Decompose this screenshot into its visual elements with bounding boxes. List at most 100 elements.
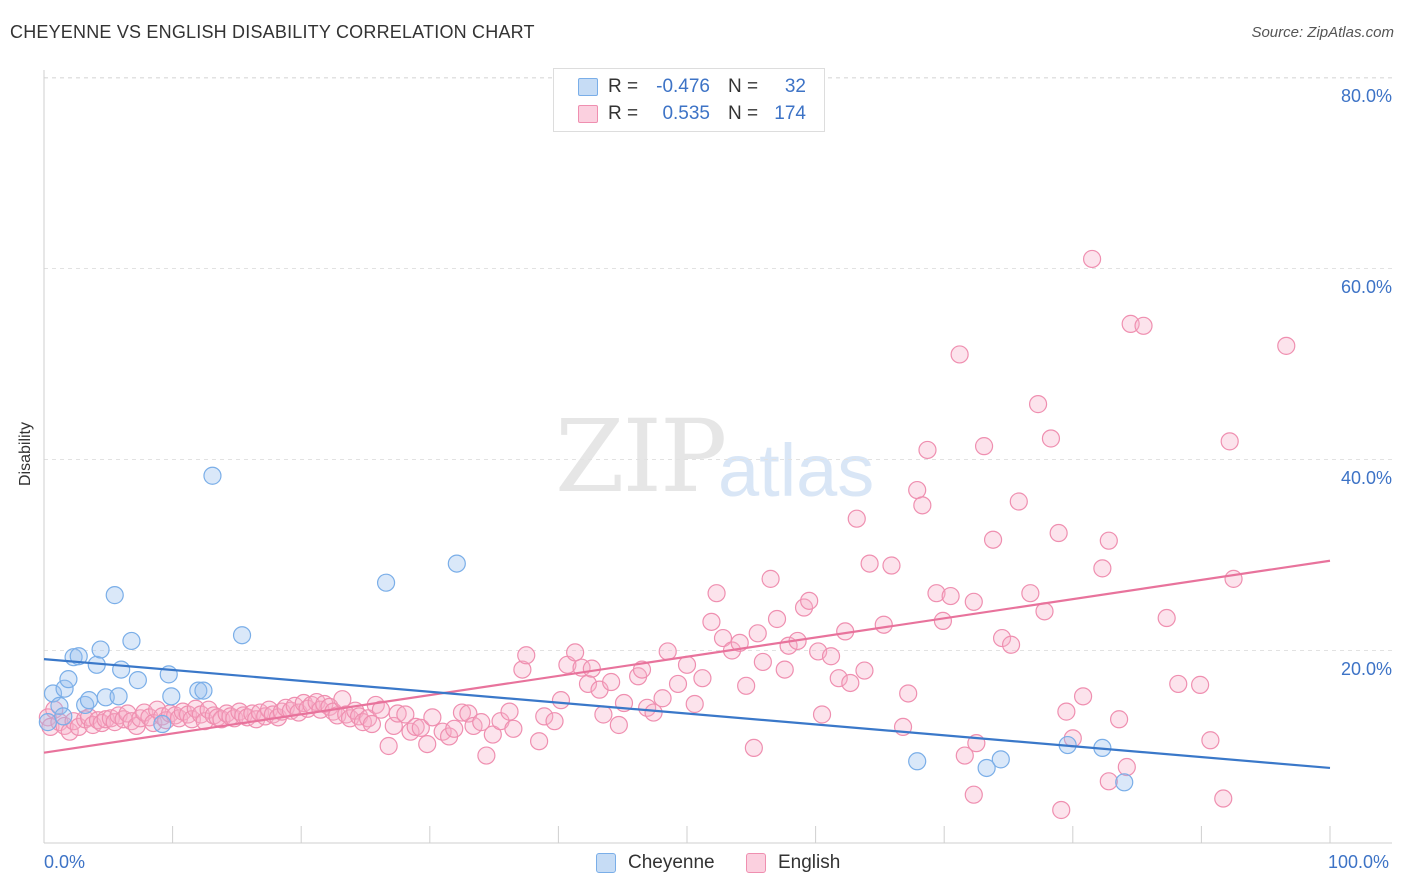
english-point (483, 725, 502, 744)
english-point (950, 345, 969, 364)
r-value: 0.535 (662, 103, 710, 124)
english-point (513, 660, 532, 679)
english-point (653, 689, 672, 708)
english-point (388, 704, 407, 723)
english-point (744, 738, 763, 758)
english-point (800, 591, 819, 610)
english-point (504, 719, 523, 738)
r-label: R = (608, 103, 639, 124)
english-trend-line (43, 559, 1331, 754)
cheyenne-point (96, 688, 115, 707)
english-point (855, 661, 874, 680)
cheyenne-point (50, 696, 69, 715)
english-point (829, 669, 848, 688)
legend-label-cheyenne: Cheyenne (628, 852, 715, 873)
english-legend-swatch (746, 853, 766, 873)
english-point (933, 611, 953, 630)
english-point (423, 708, 442, 727)
english-swatch (578, 105, 598, 123)
english-point (477, 746, 496, 765)
cheyenne-point (122, 631, 141, 651)
cheyenne-point (79, 691, 99, 710)
english-point (545, 712, 564, 731)
y-tick-40: 40.0% (1340, 468, 1392, 488)
english-point (1201, 731, 1220, 750)
cheyenne-point (54, 707, 73, 726)
y-tick-80: 80.0% (1340, 86, 1392, 106)
english-point (964, 592, 983, 611)
cheyenne-trend-line (43, 657, 1331, 770)
english-point (530, 732, 549, 751)
english-point (974, 437, 994, 456)
english-point (753, 652, 772, 672)
cheyenne-point (105, 586, 124, 605)
english-point (874, 615, 893, 634)
english-point (685, 694, 704, 714)
english-point (1073, 687, 1093, 706)
cheyenne-point (232, 626, 252, 645)
english-point (658, 642, 677, 661)
cheyenne-point (128, 671, 147, 690)
english-point (472, 713, 491, 732)
english-point (761, 569, 780, 588)
watermark-zip: ZIP (555, 398, 727, 515)
english-point (1109, 710, 1129, 729)
english-point (1220, 432, 1239, 451)
english-point (918, 440, 937, 460)
english-point (411, 718, 430, 737)
english-point (1117, 757, 1136, 777)
cheyenne-point (447, 554, 466, 573)
n-value: 174 (774, 103, 806, 124)
english-point (847, 509, 866, 528)
english-point (1277, 336, 1296, 355)
english-point (983, 530, 1003, 549)
english-point (1134, 316, 1153, 335)
cheyenne-point (91, 640, 110, 659)
cheyenne-point (977, 758, 996, 778)
r-label: R = (608, 76, 639, 97)
x-tick-left: 0.0% (44, 852, 86, 872)
english-point (1082, 249, 1102, 269)
english-point (566, 643, 585, 662)
english-point (1191, 675, 1210, 694)
english-point (1028, 395, 1048, 414)
watermark-atlas: atlas (718, 429, 875, 512)
english-point (632, 660, 652, 679)
english-point (594, 705, 613, 724)
english-point (582, 659, 601, 678)
cheyenne-legend-swatch (596, 853, 616, 873)
english-point (1001, 635, 1021, 654)
cheyenne-point (55, 679, 74, 698)
english-point (60, 722, 79, 741)
series-legend: Cheyenne English (0, 852, 1406, 878)
cheyenne-point (109, 687, 128, 706)
cheyenne-point (908, 752, 927, 771)
english-point (1224, 569, 1243, 588)
english-point (379, 736, 398, 756)
english-point (1093, 559, 1112, 578)
source-label: Source: ZipAtlas.com (1251, 24, 1394, 41)
english-point (1157, 608, 1176, 628)
english-point (1021, 584, 1040, 603)
english-point (713, 628, 733, 648)
x-tick-right: 100.0% (1328, 852, 1390, 872)
cheyenne-point (69, 647, 88, 666)
english-point (737, 676, 756, 695)
english-point (775, 660, 794, 679)
cheyenne-point (153, 714, 172, 734)
legend-label-english: English (778, 852, 841, 873)
correlation-legend: R = -0.476 N = 32 R = 0.535 N = 174 (553, 68, 825, 132)
legend-item-cheyenne[interactable]: Cheyenne (596, 852, 715, 874)
english-point (1214, 789, 1233, 808)
english-point (186, 699, 205, 718)
cheyenne-point (1115, 773, 1134, 792)
english-point (1057, 702, 1076, 721)
legend-row-english: R = 0.535 N = 174 (578, 101, 806, 127)
legend-item-english[interactable]: English (746, 852, 840, 874)
english-point (693, 669, 712, 688)
english-point (927, 584, 946, 603)
n-value: 32 (784, 76, 806, 97)
english-point (64, 712, 83, 731)
english-point (1099, 531, 1118, 550)
